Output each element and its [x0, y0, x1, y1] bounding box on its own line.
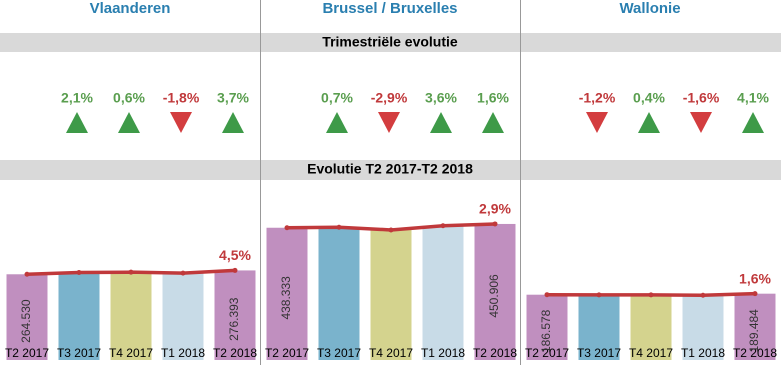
value-label: 450.906 [487, 274, 501, 318]
trend-point [440, 223, 446, 229]
value-label: 264.530 [19, 299, 33, 343]
value-label: 438.333 [279, 276, 293, 320]
arrow-up [326, 112, 348, 133]
bar [58, 272, 100, 360]
change-label: 2,9% [479, 201, 511, 217]
arrow-down [690, 112, 712, 133]
bar [318, 227, 360, 360]
x-tick-label: T2 2018 [473, 346, 517, 360]
arrow-up [638, 112, 660, 133]
bar [266, 227, 308, 360]
quarter-change-label: -1,8% [163, 90, 200, 106]
arrow-up [66, 112, 88, 133]
bar [422, 225, 464, 360]
quarter-change-label: -1,6% [683, 90, 720, 106]
trend-point [492, 221, 498, 227]
bar [630, 294, 672, 360]
trend-point [128, 269, 134, 275]
arrow-down [170, 112, 192, 133]
quarter-change-label: 0,7% [321, 90, 353, 106]
quarter-change-label: 1,6% [477, 90, 509, 106]
arrow-up [430, 112, 452, 133]
arrow-up [222, 112, 244, 133]
trend-point [752, 291, 758, 297]
bar [734, 293, 776, 360]
x-tick-label: T2 2017 [5, 346, 49, 360]
section-title: Trimestriële evolutie [322, 34, 458, 50]
quarter-change-label: 3,6% [425, 90, 457, 106]
quarter-change-label: 2,1% [61, 90, 93, 106]
value-label: 189.484 [747, 309, 761, 353]
x-tick-label: T2 2017 [265, 346, 309, 360]
trend-point [76, 270, 82, 275]
x-tick-label: T3 2017 [577, 346, 621, 360]
value-label: 276.393 [227, 297, 241, 341]
x-tick-label: T4 2017 [629, 346, 673, 360]
quarter-change-label: 3,7% [217, 90, 249, 106]
change-label: 1,6% [739, 270, 771, 286]
trend-point [232, 267, 238, 273]
bar [578, 294, 620, 360]
bar [682, 295, 724, 360]
region-title: Brussel / Bruxelles [322, 0, 457, 17]
bar [6, 274, 48, 360]
value-label: 186.578 [539, 309, 553, 353]
region-title: Vlaanderen [90, 0, 171, 17]
trend-point [596, 292, 602, 298]
x-tick-label: T4 2017 [109, 346, 153, 360]
bar [474, 223, 516, 360]
arrow-up [742, 112, 764, 133]
quarter-change-label: -1,2% [579, 90, 616, 106]
arrow-up [482, 112, 504, 133]
x-tick-label: T1 2018 [161, 346, 205, 360]
region-title: Wallonie [619, 0, 680, 17]
arrow-up [118, 112, 140, 133]
trend-point [648, 292, 654, 298]
section-band [0, 33, 781, 52]
x-tick-label: T1 2018 [681, 346, 725, 360]
x-tick-label: T2 2017 [525, 346, 569, 360]
x-tick-label: T1 2018 [421, 346, 465, 360]
change-label: 4,5% [219, 247, 251, 263]
quarter-change-label: 0,6% [113, 90, 145, 106]
section-title: Evolutie T2 2017-T2 2018 [307, 161, 473, 177]
x-tick-label: T3 2017 [317, 346, 361, 360]
arrow-down [378, 112, 400, 133]
bar [214, 270, 256, 360]
bar [526, 294, 568, 360]
trend-point [284, 225, 290, 231]
x-tick-label: T3 2017 [57, 346, 101, 360]
trend-point [388, 227, 394, 233]
trend-point [180, 270, 186, 276]
quarter-change-label: -2,9% [371, 90, 408, 106]
trend-point [336, 224, 342, 230]
x-tick-label: T2 2018 [213, 346, 257, 360]
x-tick-label: T2 2018 [733, 346, 777, 360]
trend-point [24, 271, 30, 277]
arrow-down [586, 112, 608, 133]
bar [370, 229, 412, 360]
trend-point [700, 292, 706, 298]
x-tick-label: T4 2017 [369, 346, 413, 360]
bar [162, 273, 204, 360]
bar [110, 272, 152, 360]
quarter-change-label: 4,1% [737, 90, 769, 106]
trend-point [544, 292, 550, 298]
quarter-change-label: 0,4% [633, 90, 665, 106]
section-band [0, 160, 781, 180]
